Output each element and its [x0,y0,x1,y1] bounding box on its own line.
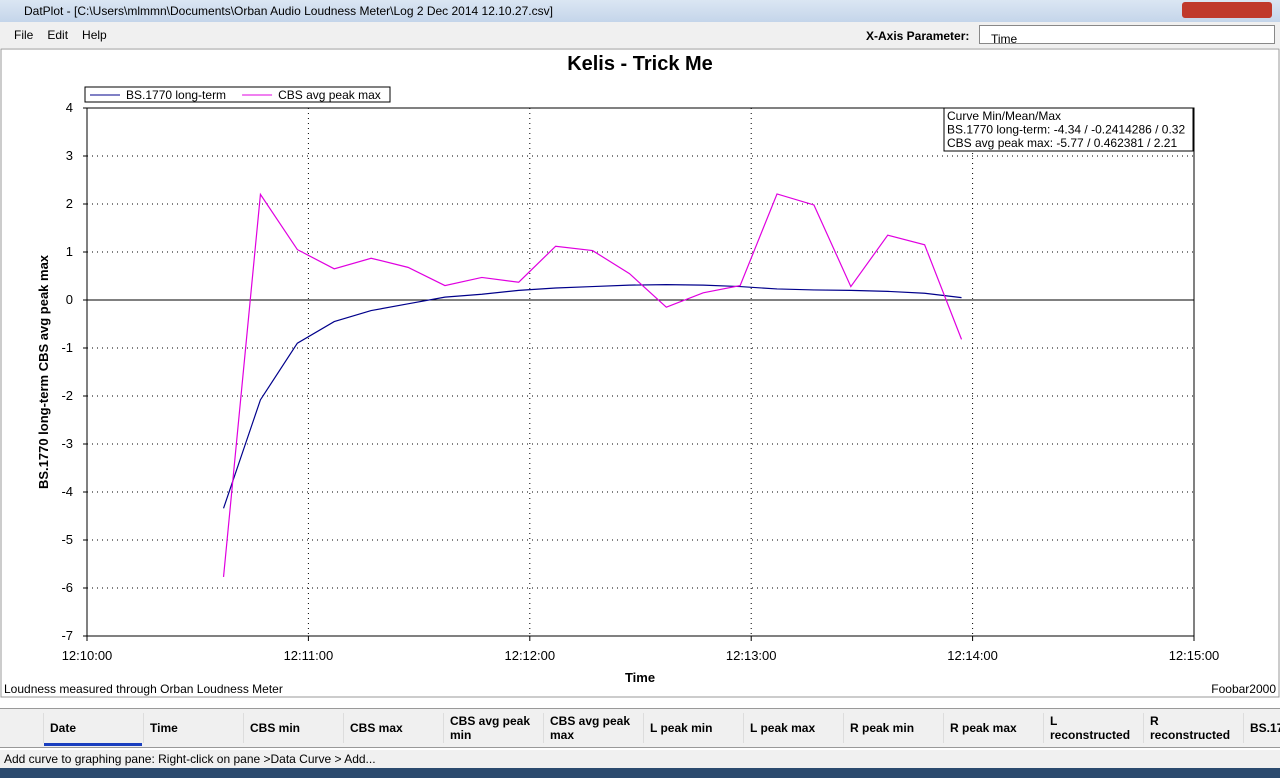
sort-indicator [44,743,142,746]
taskbar [0,768,1280,778]
stats-box [943,107,1194,152]
x-param-select[interactable]: Time [979,25,1275,46]
legend-label: BS.1770 long-term [126,88,226,102]
legend-box [84,86,391,103]
legend-label: CBS avg peak max [278,88,381,102]
column-header[interactable]: BS.1770 min [1243,713,1280,743]
column-header[interactable]: L peak max [743,713,839,743]
y-tick-label: -2 [61,388,73,403]
footer-left: Loudness measured through Orban Loudness… [4,682,283,696]
y-tick-label: 3 [66,148,73,163]
chart-title: Kelis - Trick Me [567,53,713,75]
status-text: Add curve to graphing pane: Right-click … [4,752,376,766]
column-header[interactable]: CBS min [243,713,339,743]
y-tick-label: -3 [61,436,73,451]
stats-line: CBS avg peak max: -5.77 / 0.462381 / 2.2… [947,136,1177,150]
data-table-header: Date Time CBS min CBS max CBS avg peak min CB… [0,708,1280,748]
data-line [222,284,962,509]
footer-right: Foobar2000 [1211,682,1276,696]
column-header[interactable]: R peak max [943,713,1039,743]
stats-line: BS.1770 long-term: -4.34 / -0.2414286 / … [947,123,1185,137]
menu-item[interactable]: File [14,28,34,42]
stats-line: Curve Min/Mean/Max [947,109,1061,123]
title-bar: DatPlot - [C:\Users\mlmmn\Documents\Orba… [0,0,1280,22]
y-tick-label: -5 [61,532,73,547]
x-tick-label: 12:13:00 [726,648,777,663]
column-header[interactable]: Date [43,713,139,743]
x-tick-label: 12:14:00 [947,648,998,663]
y-tick-label: -4 [61,484,73,499]
data-line [222,192,963,578]
window-title: DatPlot - [C:\Users\mlmmn\Documents\Orba… [24,4,553,18]
column-header[interactable]: CBS avg peak max [543,713,639,743]
column-header[interactable]: R peak min [843,713,939,743]
x-tick-label: 12:12:00 [504,648,555,663]
y-tick-label: 4 [66,100,73,115]
status-bar: Add curve to graphing pane: Right-click … [0,750,1280,768]
plot-area [86,107,1195,637]
x-param-label: X-Axis Parameter: [866,29,970,43]
column-header[interactable]: L peak min [643,713,739,743]
x-tick-label: 12:11:00 [284,648,334,663]
chart: Kelis - Trick Me Time BS.1770 long-term … [0,48,1280,698]
x-tick-label: 12:10:00 [62,648,113,663]
y-tick-label: -7 [61,628,73,643]
column-header[interactable]: CBS avg peak min [443,713,539,743]
y-axis-label: BS.1770 long-term CBS avg peak max [36,254,51,489]
y-tick-label: 2 [66,196,73,211]
column-header[interactable]: Time [143,713,239,743]
menu-item[interactable]: Edit [47,28,69,42]
chart-frame [0,48,1280,698]
x-tick-label: 12:15:00 [1169,648,1220,663]
column-header[interactable]: R reconstructed [1143,713,1239,743]
y-tick-label: 1 [66,244,73,259]
y-tick-label: -6 [61,580,73,595]
column-header[interactable]: CBS max [343,713,439,743]
column-header[interactable]: L reconstructed [1043,713,1139,743]
x-axis-label: Time [625,670,655,685]
y-tick-label: -1 [61,340,73,355]
menu-item[interactable]: Help [82,28,107,42]
menu-bar: File Edit Help X-Axis Parameter: Time [0,22,1280,48]
x-param-value: Time [991,32,1018,46]
window-controls[interactable] [1182,2,1272,18]
y-tick-label: 0 [66,292,73,307]
